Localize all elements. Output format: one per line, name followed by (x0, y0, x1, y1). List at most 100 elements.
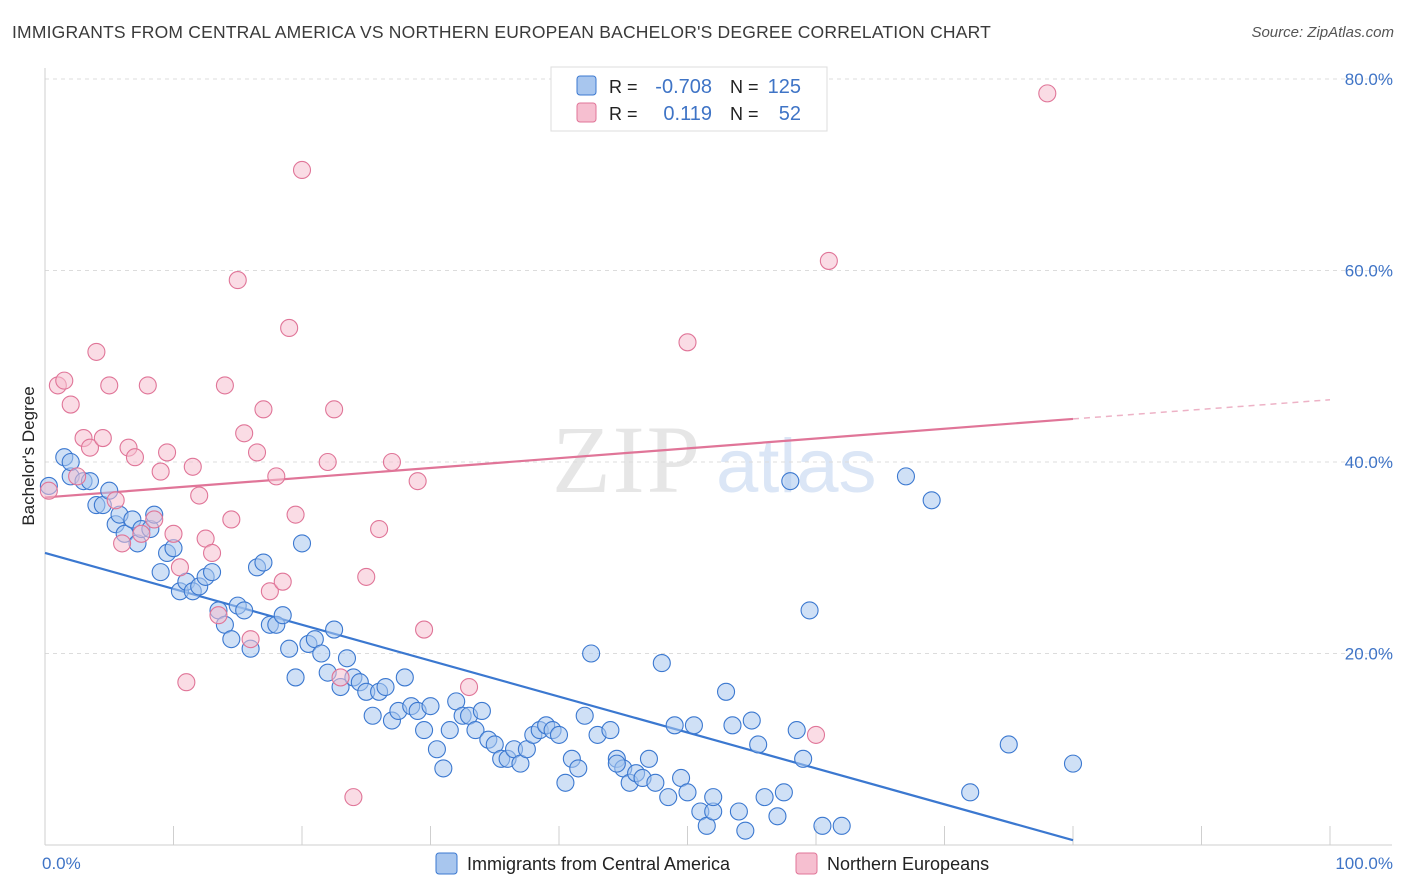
point-0-103 (716, 682, 736, 701)
point-1-3 (61, 395, 80, 414)
point-0-118 (922, 491, 941, 510)
point-1-13 (125, 448, 144, 467)
point-0-96 (665, 716, 684, 735)
point-1-47 (408, 472, 427, 491)
point-0-17 (151, 563, 170, 582)
point-1-22 (183, 457, 202, 476)
point-1-41 (325, 400, 344, 419)
point-0-110 (768, 807, 787, 826)
point-0-107 (742, 711, 761, 730)
point-1-50 (678, 333, 697, 352)
trend-line-1 (44, 417, 1074, 499)
point-0-80 (556, 773, 575, 792)
point-0-106 (736, 821, 755, 840)
y-axis-label: Bachelor's Degree (19, 386, 38, 525)
legend-r-value-1: -0.708 (655, 76, 712, 98)
legend-pink-swatch (576, 102, 597, 123)
point-0-82 (569, 759, 588, 778)
legend-r-label-2: R = (609, 104, 638, 124)
point-1-35 (267, 467, 286, 486)
point-0-113 (794, 749, 813, 768)
point-1-26 (209, 606, 228, 625)
point-0-50 (363, 706, 382, 725)
x-tick-label-1: 100.0% (1335, 854, 1393, 873)
point-1-4 (68, 467, 87, 486)
legend-n-label-1: N = (730, 77, 759, 97)
point-1-17 (151, 462, 170, 481)
point-0-114 (800, 601, 819, 620)
point-0-39 (292, 534, 312, 553)
trend-line-0 (44, 551, 1074, 842)
point-1-45 (370, 519, 389, 539)
point-0-55 (395, 668, 414, 687)
point-1-40 (318, 452, 337, 472)
watermark-zip: ZIP (552, 406, 702, 513)
point-0-25 (203, 563, 222, 582)
point-0-58 (415, 721, 434, 740)
point-1-23 (190, 486, 209, 505)
point-0-61 (434, 759, 453, 778)
series-1 (39, 84, 1057, 807)
correlation-legend: R = -0.708 N = 125 R = 0.119 N = 52 (550, 66, 828, 132)
point-1-6 (80, 438, 100, 457)
legend-blue-swatch (576, 75, 597, 96)
series-legend: Immigrants from Central America Northern… (435, 852, 989, 875)
point-0-94 (652, 654, 671, 673)
point-0-66 (466, 721, 485, 740)
point-1-32 (247, 443, 267, 462)
point-1-0 (39, 481, 58, 500)
point-0-62 (440, 721, 459, 740)
point-1-34 (260, 582, 279, 601)
point-1-20 (170, 558, 189, 577)
point-1-30 (235, 424, 254, 443)
point-1-14 (132, 524, 151, 543)
point-1-29 (228, 271, 247, 290)
point-1-25 (203, 543, 222, 563)
point-1-9 (100, 376, 119, 395)
axes (44, 68, 1392, 846)
point-1-48 (415, 620, 434, 639)
x-tick-label-0: 0.0% (42, 854, 81, 873)
point-0-60 (427, 740, 446, 759)
legend-r-label-1: R = (609, 77, 638, 97)
point-0-119 (961, 783, 980, 802)
y-tick-label-1: 40.0% (1345, 453, 1393, 472)
point-1-49 (459, 677, 479, 697)
point-1-46 (382, 452, 402, 472)
point-0-121 (1063, 754, 1083, 773)
grid-lines (45, 78, 1392, 654)
y-tick-label-3: 80.0% (1345, 70, 1393, 89)
point-1-39 (292, 160, 312, 180)
point-1-53 (1038, 84, 1057, 103)
bottom-legend-pink-swatch (795, 852, 818, 875)
chart-title: IMMIGRANTS FROM CENTRAL AMERICA VS NORTH… (12, 22, 992, 42)
tick-labels: 20.0% 40.0% 60.0% 80.0% 0.0% 100.0% (42, 70, 1393, 873)
point-0-111 (781, 472, 800, 491)
trend-lines (44, 399, 1331, 842)
point-0-33 (254, 553, 273, 572)
point-1-11 (113, 534, 132, 553)
point-1-16 (145, 510, 164, 529)
point-1-2 (55, 371, 74, 390)
point-0-112 (787, 721, 806, 740)
point-1-31 (241, 630, 260, 649)
point-1-44 (357, 567, 376, 586)
legend-n-label-2: N = (730, 104, 759, 124)
point-0-108 (749, 735, 768, 754)
point-0-52 (376, 677, 395, 697)
point-0-30 (235, 601, 254, 620)
point-0-92 (639, 749, 659, 768)
point-1-8 (93, 429, 112, 448)
point-0-93 (646, 773, 665, 792)
point-1-27 (215, 376, 234, 395)
point-1-43 (344, 788, 363, 807)
point-1-21 (177, 673, 196, 692)
point-1-15 (138, 376, 157, 395)
point-0-67 (472, 701, 491, 721)
point-0-46 (337, 649, 357, 668)
legend-n-value-1: 125 (768, 76, 801, 98)
point-0-95 (659, 788, 678, 807)
point-0-105 (729, 802, 748, 821)
point-0-115 (813, 816, 832, 835)
